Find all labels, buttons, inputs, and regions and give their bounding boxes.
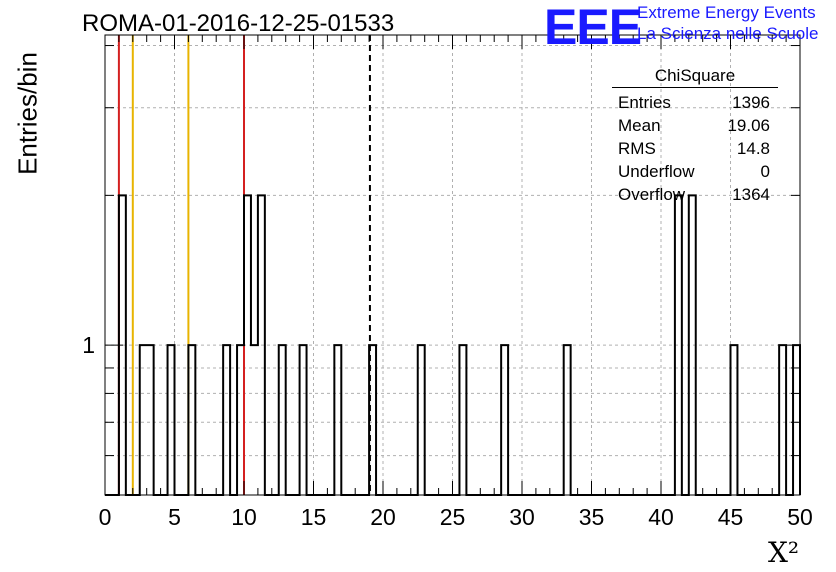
- x-tick-label: 20: [370, 504, 396, 530]
- x-axis-label: X²: [768, 536, 800, 569]
- stats-value: 0: [760, 162, 770, 181]
- x-tick-label: 5: [168, 504, 181, 530]
- y-axis-label: Entries/bin: [12, 52, 43, 175]
- x-tick-label: 15: [301, 504, 327, 530]
- stats-row-overflow: Overflow 1364: [612, 183, 778, 206]
- x-tick-label: 25: [440, 504, 466, 530]
- x-tick-label: 40: [648, 504, 674, 530]
- stats-label: Overflow: [618, 185, 686, 204]
- stats-label: Entries: [618, 93, 671, 112]
- logo-line-2: La Scienza nelle Scuole: [637, 24, 819, 43]
- stats-label: Mean: [618, 116, 661, 135]
- chart-title: ROMA-01-2016-12-25-01533: [82, 10, 395, 37]
- y-tick-label: 1: [82, 332, 95, 358]
- stats-row-underflow: Underflow 0: [612, 160, 778, 183]
- x-tick-label: 50: [787, 504, 813, 530]
- stats-label: Underflow: [618, 162, 695, 181]
- stats-row-mean: Mean 19.06: [612, 114, 778, 137]
- stats-value: 1396: [732, 93, 770, 112]
- axis-tick-labels: 0 5 10 15 20 25 30 35 40 45 50 1: [82, 332, 813, 530]
- stats-row-entries: Entries 1396: [612, 91, 778, 114]
- stats-row-rms: RMS 14.8: [612, 137, 778, 160]
- eee-logo: EEE: [544, 0, 642, 55]
- stats-title: ChiSquare: [612, 66, 778, 88]
- x-tick-label: 30: [509, 504, 535, 530]
- x-tick-label: 35: [579, 504, 605, 530]
- logo-line-1: Extreme Energy Events: [637, 3, 816, 22]
- stats-value: 14.8: [736, 139, 770, 158]
- stats-value: 1364: [732, 185, 770, 204]
- x-tick-label: 0: [99, 504, 112, 530]
- grid-lines: [105, 35, 800, 495]
- stats-label: RMS: [618, 139, 656, 158]
- axis-ticks: [104, 35, 801, 495]
- x-tick-label: 10: [231, 504, 257, 530]
- x-tick-label: 45: [718, 504, 744, 530]
- stats-box: ChiSquare Entries 1396 Mean 19.06 RMS 14.8 …: [612, 66, 778, 206]
- stats-value: 19.06: [727, 116, 770, 135]
